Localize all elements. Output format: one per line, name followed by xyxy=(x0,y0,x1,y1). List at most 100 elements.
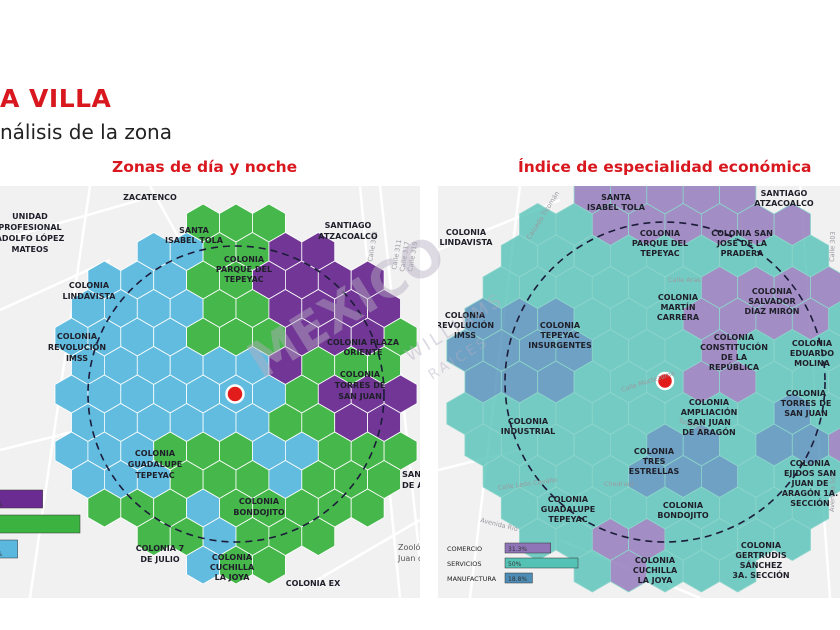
map-label-unidad: MATEOS xyxy=(11,245,48,254)
map-label-tres-estrellas: TRES xyxy=(643,457,666,466)
right-map[interactable]: Calzada Ticomán Calle Aras Calle Moctezu… xyxy=(436,172,840,598)
hex-cell xyxy=(350,488,385,528)
map-label-revolucion: IMSS xyxy=(454,331,476,340)
map-label-gertrudis: GERTRUDIS xyxy=(735,551,787,560)
map-label-plaza-oriente: ORIENTE xyxy=(343,348,382,357)
map-label-ejidos: SECCIÓN xyxy=(790,497,829,508)
map-label-bondojito: BONDOJITO xyxy=(657,511,708,520)
map-label-gertrudis: COLONIA xyxy=(741,541,782,550)
legend-percent: 31.3% xyxy=(508,546,527,553)
map-label-santiago: ATZACOALCO xyxy=(318,232,378,241)
map-label-san-juan: SAN J xyxy=(402,469,427,479)
map-label-zacatenco: ZACATENCO xyxy=(123,193,177,202)
legend-bar xyxy=(0,514,81,534)
map-label-santa-isabel: ISABEL TOLA xyxy=(587,203,646,212)
map-label-ampliacion: DE ARAGÓN xyxy=(682,426,736,437)
map-label-eduardo: MOLINA xyxy=(794,359,831,368)
right-street-label: Chedraui xyxy=(604,480,634,488)
map-label-revolucion: COLONIA xyxy=(57,332,98,341)
page-title: A VILLA xyxy=(0,84,112,113)
left-radius-circle xyxy=(87,245,385,543)
right-legend: COMERCIO 31.3% SERVICIOS 50% MANUFACTURA 18.8… xyxy=(447,542,579,584)
map-label-salvador: DÍAZ MIRÓN xyxy=(745,305,800,316)
legend-bar xyxy=(0,539,18,559)
map-label-constitucion: DE LA xyxy=(721,353,748,362)
right-location-marker[interactable] xyxy=(655,371,675,391)
map-label-guadalupe: COLONIA xyxy=(135,449,176,458)
map-label-lindavista: COLONIA xyxy=(446,228,487,237)
map-label-zoologico: Zoológi xyxy=(398,542,428,552)
map-label-ejidos: EJIDOS SAN xyxy=(784,469,836,478)
map-label-san-jose: COLONIA SAN xyxy=(711,229,773,238)
legend-label: SERVICIOS xyxy=(447,560,481,568)
map-label-unidad: ADOLFO LÓPEZ xyxy=(0,232,64,243)
hex-cell xyxy=(252,545,286,585)
map-label-constitucion: REPÚBLICA xyxy=(709,361,760,372)
map-label-ejidos: JUAN DE xyxy=(790,479,828,488)
map-label-cuchilla: CUCHILLA xyxy=(210,563,255,572)
map-label-santiago: SANTIAGO xyxy=(761,189,808,198)
map-label-san-jose: PRADERA xyxy=(721,249,764,258)
map-label-gertrudis: 3A. SECCIÓN xyxy=(732,569,789,580)
legend-bar xyxy=(504,572,533,584)
map-label-torres: TORRES DE xyxy=(781,399,832,408)
map-label-ejidos: ARAGÓN 1A. xyxy=(782,487,838,498)
map-label-lindavista: COLONIA xyxy=(69,281,110,290)
map-label-parque: TEPEYAC xyxy=(224,275,263,284)
map-label-revolucion: IMSS xyxy=(66,354,88,363)
map-label-parque: COLONIA xyxy=(224,255,265,264)
map-label-san-jose: JOSÉ DE LA xyxy=(716,237,768,248)
map-label-unidad: UNIDAD xyxy=(12,212,48,221)
map-label-bondojito: BONDOJITO xyxy=(233,508,284,517)
map-label-cuchilla: CUCHILLA xyxy=(633,566,678,575)
map-label-colonia-ex: COLONIA EX xyxy=(286,579,341,588)
map-label-tres-estrellas: COLONIA xyxy=(634,447,675,456)
map-label-siete-julio: COLONIA 7 xyxy=(136,544,185,553)
legend-bar xyxy=(504,557,579,569)
page-subtitle: nálisis de la zona xyxy=(0,120,172,144)
map-label-cuchilla: COLONIA xyxy=(212,553,253,562)
legend-bar xyxy=(0,489,43,509)
map-label-ampliacion: AMPLIACIÓN xyxy=(681,406,738,417)
right-radius-circle xyxy=(504,221,826,543)
map-label-gertrudis: SÁNCHEZ xyxy=(740,559,783,570)
left-hex-grid xyxy=(54,203,418,585)
map-label-industrial: COLONIA xyxy=(508,417,549,426)
map-label-martin: CARRERA xyxy=(657,313,700,322)
map-label-unidad: PROFESIONAL xyxy=(0,223,62,232)
map-label-torres: COLONIA xyxy=(340,370,381,379)
map-label-ampliacion: COLONIA xyxy=(689,398,730,407)
map-label-torres: COLONIA xyxy=(786,389,827,398)
right-map-title: Índice de especialidad económica xyxy=(518,158,812,176)
map-label-revolucion: REVOLUCIÓN xyxy=(436,319,494,330)
hex-cell xyxy=(773,518,811,561)
map-label-cuchilla: LA JOYA xyxy=(638,576,674,585)
map-label-revolucion: REVOLUCIÓN xyxy=(48,341,106,352)
left-legend: 31.3%50%18.8% xyxy=(0,489,81,559)
map-label-salvador: SALVADOR xyxy=(748,297,795,306)
map-label-santiago: SANTIAGO xyxy=(325,221,372,230)
map-label-siete-julio: DE JULIO xyxy=(140,555,179,564)
map-label-lindavista: LINDAVISTA xyxy=(439,238,493,247)
map-label-plaza-oriente: COLONIA PLAZA xyxy=(327,338,400,347)
legend-label: MANUFACTURA xyxy=(447,575,497,583)
map-label-cuchilla: COLONIA xyxy=(635,556,676,565)
right-street-label: Calle 303 xyxy=(828,231,837,262)
left-map[interactable]: Calle 303 Calle 311 Calle 317 Calle 319 … xyxy=(0,186,437,598)
map-label-santa-isabel: ISABEL TOLA xyxy=(165,236,224,245)
map-label-bondojito: COLONIA xyxy=(663,501,704,510)
map-label-insurgentes: INSURGENTES xyxy=(528,341,592,350)
map-label-constitucion: COLONIA xyxy=(714,333,755,342)
left-map-title: Zonas de día y noche xyxy=(112,158,298,176)
right-street-label: Calle Aras xyxy=(668,276,701,284)
legend-percent: 18.8% xyxy=(508,576,527,583)
map-label-revolucion: COLONIA xyxy=(445,311,486,320)
hex-cell xyxy=(719,549,757,593)
left-location-marker[interactable] xyxy=(225,384,245,404)
map-label-insurgentes: TEPEYAC xyxy=(540,331,579,340)
map-label-santiago: ATZACOALCO xyxy=(754,199,814,208)
map-label-parque: TEPEYAC xyxy=(640,249,679,258)
map-label-eduardo: EDUARDO xyxy=(790,349,834,358)
map-label-salvador: COLONIA xyxy=(752,287,793,296)
map-label-insurgentes: COLONIA xyxy=(540,321,581,330)
